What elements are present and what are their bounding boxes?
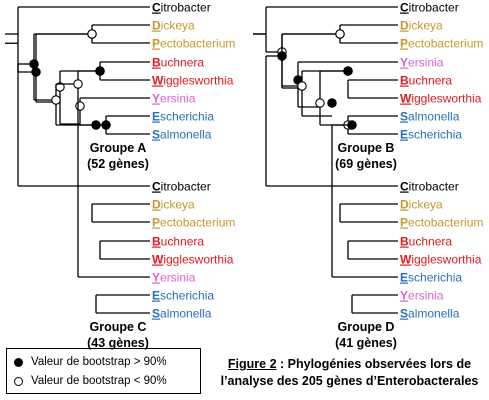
taxon-label-yersinia: Yersinia [152, 271, 196, 285]
taxon-label-salmonella: Salmonella [152, 307, 212, 321]
legend-box [6, 348, 201, 394]
bootstrap-high-node [101, 120, 111, 130]
bootstrap-low-node [315, 98, 325, 108]
bootstrap-low-node [73, 79, 83, 89]
taxon-label-buchnera: Buchnera [400, 235, 452, 249]
taxon-label-citrobacter: Citrobacter [400, 180, 459, 194]
legend-item-high: Valeur de bootstrap > 90% [14, 353, 167, 371]
bootstrap-high-node [327, 98, 337, 108]
group-title: Groupe B [338, 141, 395, 155]
caption-line-2: l’analyse des 205 gènes d’Enterobacteral… [220, 374, 479, 388]
group-gene-count: (52 gènes) [87, 157, 149, 171]
bootstrap-high-node [343, 66, 353, 76]
group-gene-count: (69 gènes) [335, 157, 397, 171]
bootstrap-low-node [51, 95, 61, 105]
bootstrap-high-node [347, 120, 357, 130]
taxon-label-dickeya: Dickeya [400, 198, 443, 212]
taxon-label-citrobacter: Citrobacter [152, 1, 211, 15]
bootstrap-low-node [87, 29, 97, 39]
bootstrap-high-node [277, 51, 287, 61]
taxon-label-pectobacterium: Pectobacterium [152, 37, 235, 51]
legend-item-low: Valeur de bootstrap < 90% [14, 372, 167, 390]
taxon-label-salmonella: Salmonella [152, 128, 212, 142]
legend-label-high: Valeur de bootstrap > 90% [31, 356, 167, 368]
taxon-label-buchnera: Buchnera [400, 74, 452, 88]
figure-number: Figure 2 [227, 357, 277, 371]
bootstrap-low-node [335, 29, 345, 39]
taxon-label-dickeya: Dickeya [152, 19, 195, 33]
figure-caption: Figure 2 : Phylogénies observées lors de… [210, 356, 489, 390]
bootstrap-high-node [31, 67, 41, 77]
taxon-label-salmonella: Salmonella [400, 110, 460, 124]
taxon-label-buchnera: Buchnera [152, 56, 204, 70]
taxon-label-escherichia: Escherichia [152, 110, 214, 124]
taxon-label-pectobacterium: Pectobacterium [152, 216, 235, 230]
group-gene-count: (41 gènes) [335, 336, 397, 350]
group-title: Groupe D [338, 320, 395, 334]
taxon-label-yersinia: Yersinia [400, 56, 444, 70]
bootstrap-high-node [91, 120, 101, 130]
taxon-label-citrobacter: Citrobacter [400, 1, 459, 15]
taxon-label-dickeya: Dickeya [152, 198, 195, 212]
taxon-label-escherichia: Escherichia [400, 271, 462, 285]
group-title: Groupe A [90, 141, 146, 155]
taxon-label-pectobacterium: Pectobacterium [400, 216, 483, 230]
filled-circle-icon [14, 357, 23, 367]
caption-line-1: : Phylogénies observées lors de [276, 357, 472, 371]
legend-label-low: Valeur de bootstrap < 90% [31, 375, 167, 387]
taxon-label-wigglesworthia: Wigglesworthia [152, 74, 234, 88]
group-title: Groupe C [90, 320, 147, 334]
bootstrap-high-node [95, 66, 105, 76]
bootstrap-low-node [297, 81, 307, 91]
taxon-label-escherichia: Escherichia [400, 128, 462, 142]
taxon-label-wigglesworthia: Wigglesworthia [152, 253, 234, 267]
taxon-label-buchnera: Buchnera [152, 235, 204, 249]
bootstrap-low-node [75, 101, 85, 111]
taxon-label-wigglesworthia: Wigglesworthia [400, 92, 482, 106]
open-circle-icon [14, 376, 23, 386]
taxon-label-yersinia: Yersinia [400, 289, 444, 303]
taxon-label-yersinia: Yersinia [152, 92, 196, 106]
group-gene-count: (43 gènes) [87, 336, 149, 350]
taxon-label-wigglesworthia: Wigglesworthia [400, 253, 482, 267]
taxon-label-pectobacterium: Pectobacterium [400, 37, 483, 51]
taxon-label-dickeya: Dickeya [400, 19, 443, 33]
bootstrap-high-node [29, 59, 39, 69]
taxon-label-escherichia: Escherichia [152, 289, 214, 303]
taxon-label-citrobacter: Citrobacter [152, 180, 211, 194]
taxon-label-salmonella: Salmonella [400, 307, 460, 321]
